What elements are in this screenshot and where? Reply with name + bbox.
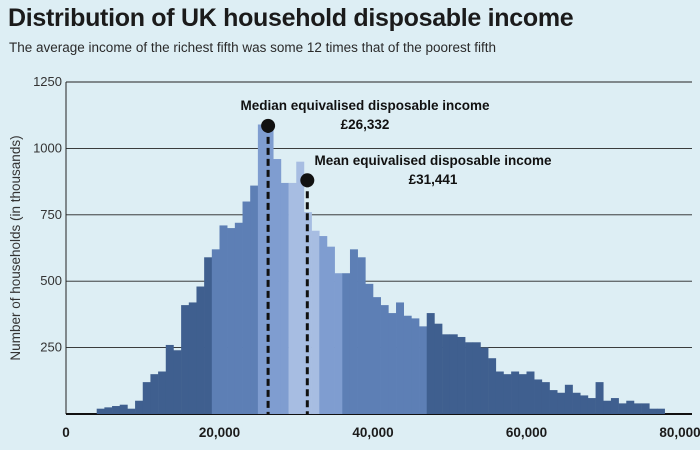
histogram-bar [319,236,328,414]
histogram-bar [357,257,366,414]
x-tick-label: 80,000 [659,425,700,440]
x-tick-label: 0 [62,425,70,440]
annotation-value: £26,332 [341,117,390,132]
x-axis-ticks: 0 20,000 40,000 60,000 80,000 [62,425,700,440]
histogram-bar [326,246,335,414]
histogram-bar [219,225,228,414]
histogram-bar [649,408,658,414]
histogram-bar [188,302,197,414]
histogram-bar [557,392,566,414]
histogram-bar [495,371,504,414]
histogram-bar [242,201,251,414]
histogram-bar [564,384,573,414]
histogram-bar [403,315,412,414]
histogram-bar [526,371,535,414]
histogram-bar [158,371,167,414]
histogram-bar [373,297,381,414]
histogram-bar [112,406,121,414]
histogram-bar [150,374,159,414]
histogram-bar [587,398,596,414]
histogram-bar [127,408,136,414]
histogram-bar [465,342,474,414]
histogram-bar [434,323,443,414]
average-marker-dot [261,118,276,133]
histogram-bars [96,124,665,415]
histogram-bar [165,344,174,414]
x-tick-label: 20,000 [199,425,240,440]
annotation-label: Median equivalised disposable income [240,98,490,113]
histogram-bar [580,395,589,414]
histogram-bar [250,185,259,414]
histogram-bar [388,313,397,414]
histogram-bar [135,400,144,414]
histogram-bar [488,358,497,414]
histogram-bar [349,249,358,414]
histogram-bar [380,305,389,414]
histogram-bar [633,403,642,414]
histogram-bar [311,230,320,414]
average-markers: Median equivalised disposable income £26,… [240,98,552,414]
histogram-bar [365,283,374,414]
histogram-bar [181,305,190,414]
histogram-bar [227,228,236,414]
histogram-bar [257,124,266,414]
histogram-bar [273,159,282,414]
histogram-bar [288,182,297,414]
chart-title: Distribution of UK household disposable … [8,4,574,32]
annotation-label: Mean equivalised disposable income [314,153,552,168]
y-tick-label: 250 [40,340,62,355]
histogram-bar [626,400,635,414]
histogram-bar [426,313,435,414]
histogram-bar [419,326,428,414]
histogram-bar [595,382,604,414]
histogram-bar [96,408,105,414]
y-axis-label: Number of households (in thousands) [8,135,23,360]
histogram-bar [618,403,627,414]
histogram-bar [541,382,550,414]
histogram-bar [534,379,543,414]
x-tick-label: 60,000 [506,425,547,440]
histogram-bar [511,371,520,414]
histogram-bar [211,249,220,414]
histogram-bar [549,390,558,414]
histogram-bar [457,336,466,414]
histogram-bar [396,302,404,414]
y-tick-label: 1000 [33,140,62,155]
histogram-bar [518,374,527,414]
histogram-bar [480,347,489,414]
histogram-bar [334,273,343,414]
histogram-bar [411,318,420,414]
histogram-bar [142,382,151,414]
y-tick-label: 1250 [33,74,62,89]
histogram-bar [234,222,243,414]
histogram-bar [472,342,481,414]
histogram-bar [119,404,128,414]
histogram-bar [104,407,113,414]
histogram-bar [656,408,665,414]
histogram-bar [572,392,581,414]
histogram-bar [173,350,182,414]
histogram-bar [603,400,612,414]
histogram-bar [280,182,289,414]
y-axis-ticks: 250 500 750 1000 1250 [33,74,62,355]
x-tick-label: 40,000 [352,425,393,440]
histogram-bar [449,334,458,414]
histogram-bar [342,273,351,414]
y-tick-label: 750 [40,207,62,222]
chart-subtitle: The average income of the richest fifth … [9,40,496,55]
histogram-bar [442,334,451,414]
average-marker-dot [300,173,315,188]
histogram-bar [296,161,305,414]
histogram-bar [641,403,650,414]
y-tick-label: 500 [40,273,62,288]
histogram-bar [610,398,619,414]
histogram-bar [503,374,512,414]
histogram-bar [204,257,213,414]
histogram-bar [196,286,205,414]
annotation-value: £31,441 [409,172,458,187]
